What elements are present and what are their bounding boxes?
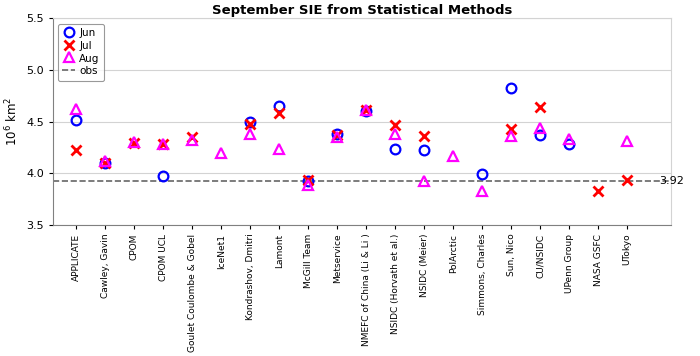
Y-axis label: $10^6$ km$^2$: $10^6$ km$^2$ xyxy=(4,97,21,146)
Title: September SIE from Statistical Methods: September SIE from Statistical Methods xyxy=(211,4,512,17)
Legend: Jun, Jul, Aug, obs: Jun, Jul, Aug, obs xyxy=(58,23,104,80)
Text: 3.92: 3.92 xyxy=(659,176,684,186)
